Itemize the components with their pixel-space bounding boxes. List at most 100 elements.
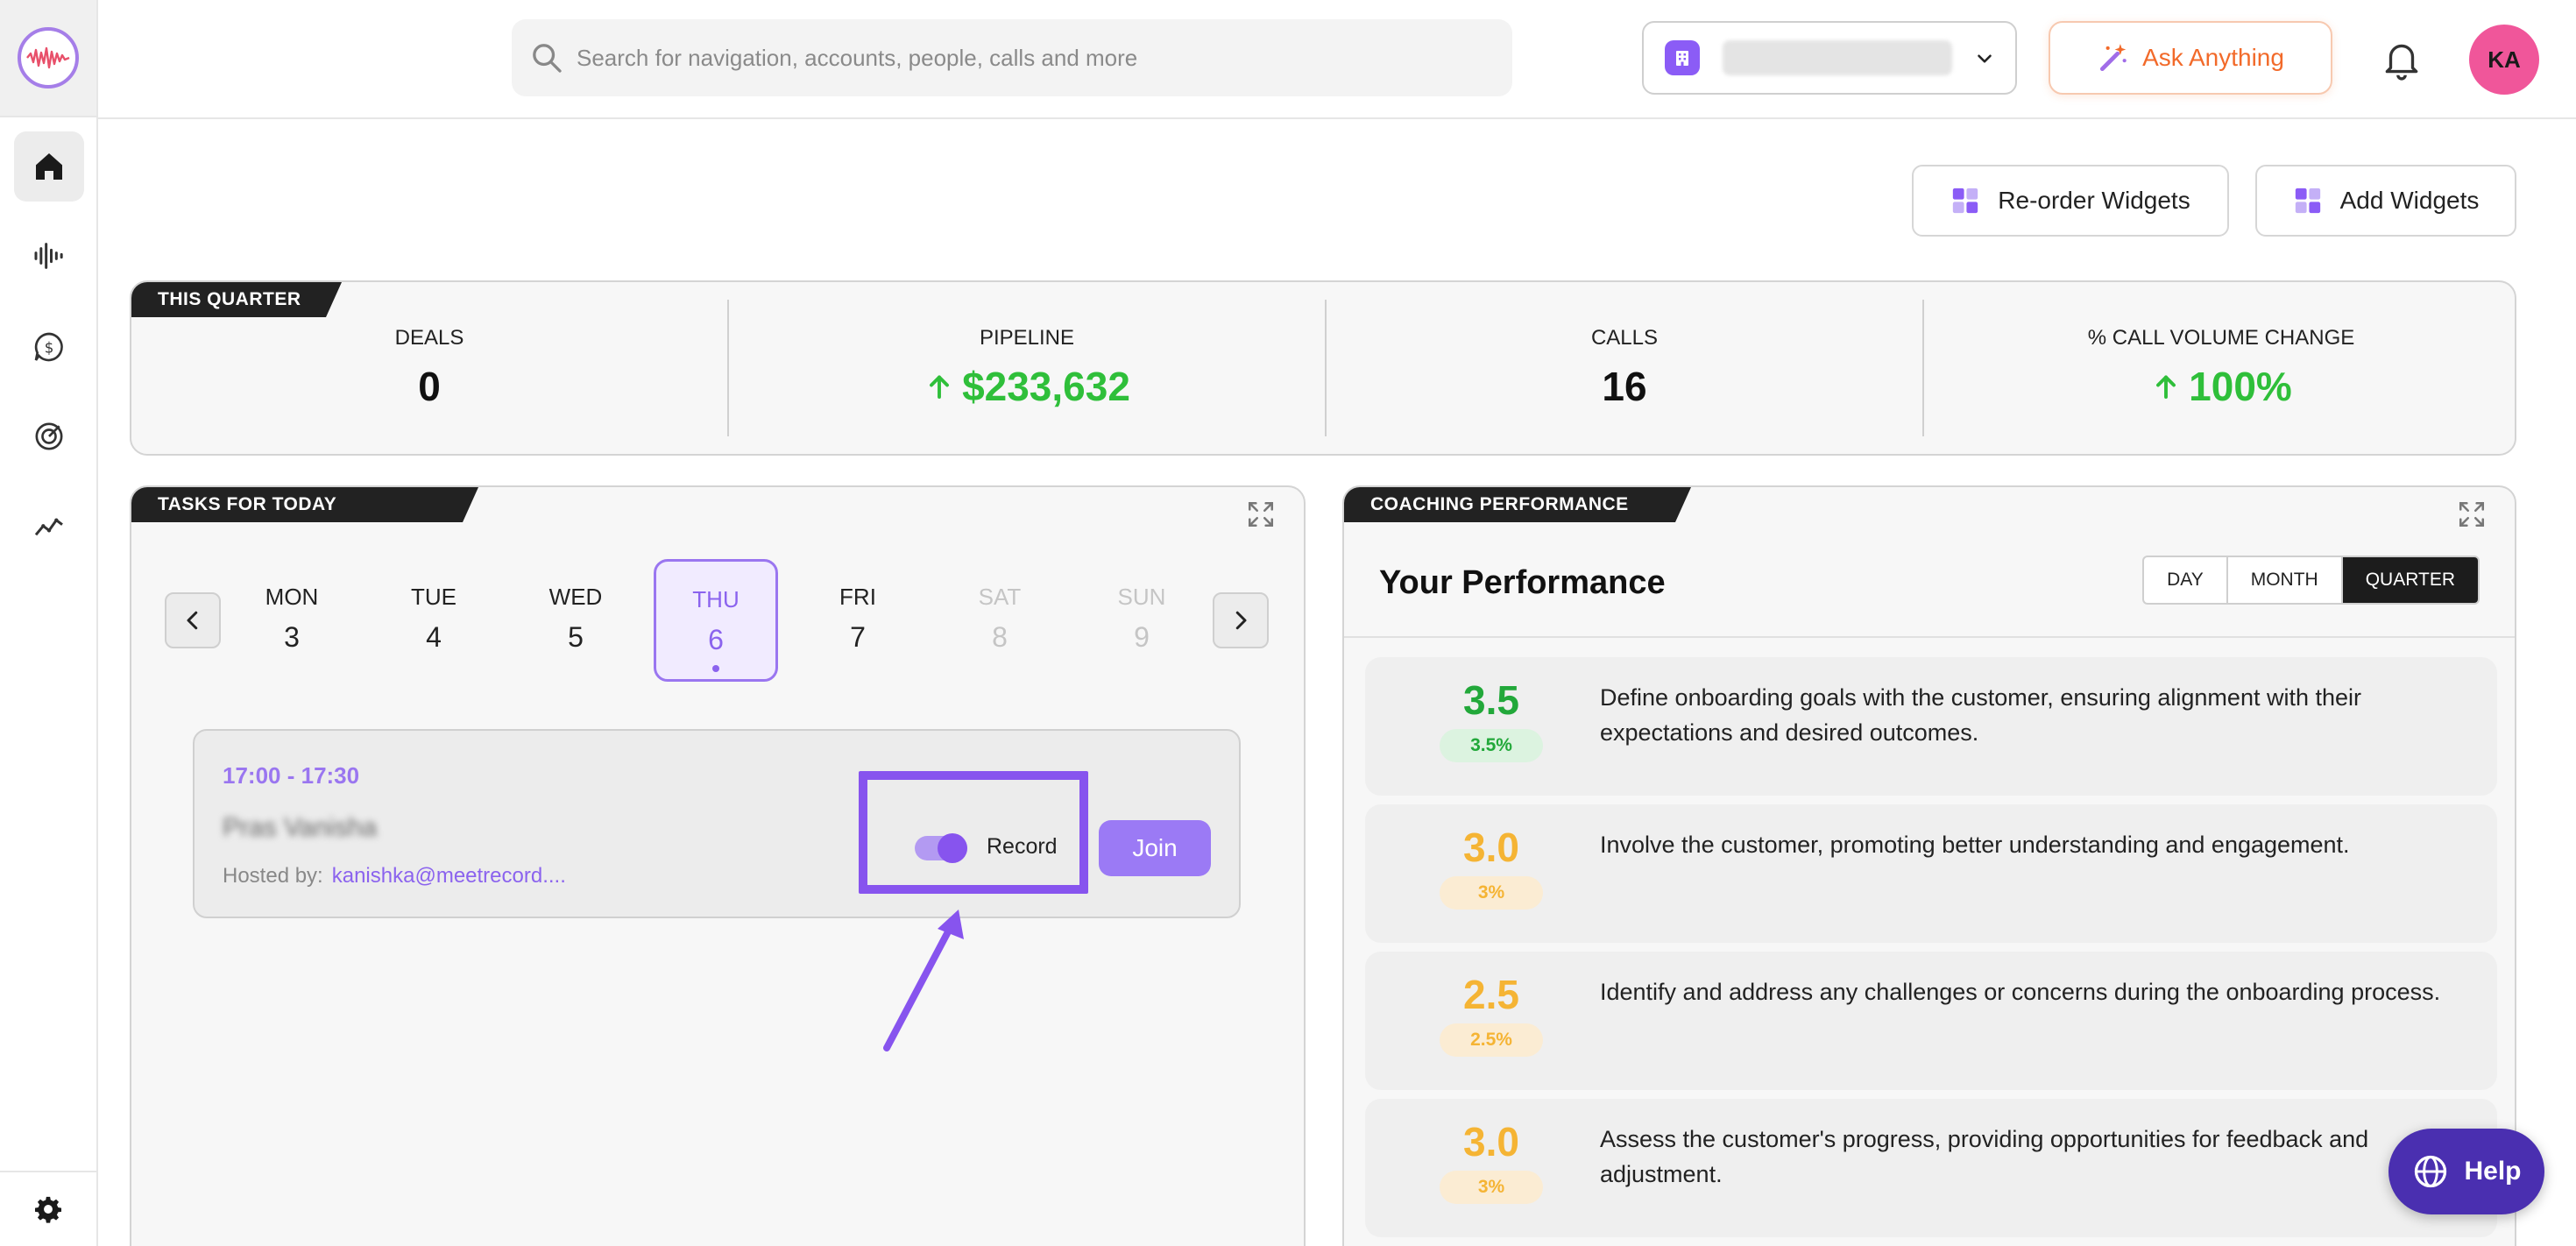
search-icon xyxy=(533,44,562,73)
magic-wand-icon xyxy=(2100,44,2127,72)
waveform-icon xyxy=(34,243,63,269)
period-day[interactable]: DAY xyxy=(2144,557,2228,603)
sidebar-item-analytics[interactable] xyxy=(14,492,84,563)
divider xyxy=(1344,636,2515,638)
stat-pipeline: PIPELINE $233,632 xyxy=(729,282,1325,454)
performance-text: Assess the customer's progress, providin… xyxy=(1600,1126,2369,1187)
meeting-host: Hosted by: kanishka@meetrecord.... xyxy=(223,864,566,888)
record-highlight-box xyxy=(859,771,1088,894)
sidebar-item-home[interactable] xyxy=(14,131,84,202)
sidebar-item-calls[interactable] xyxy=(14,221,84,291)
calendar-day-fri[interactable]: FRI 7 xyxy=(839,584,876,653)
reorder-widgets-label: Re-order Widgets xyxy=(1998,187,2190,214)
search-input[interactable] xyxy=(577,44,1512,72)
ask-anything-label: Ask Anything xyxy=(2142,44,2284,71)
chevron-down-icon xyxy=(1978,54,1992,63)
score-percent: 3.5% xyxy=(1440,729,1543,762)
calendar-day-sun[interactable]: SUN 9 xyxy=(1117,584,1166,653)
add-widgets-button[interactable]: Add Widgets xyxy=(2255,165,2516,237)
global-search[interactable] xyxy=(512,19,1512,96)
period-quarter[interactable]: QUARTER xyxy=(2342,557,2478,603)
notification-bell-icon[interactable] xyxy=(2380,37,2424,81)
meeting-title-redacted: Pras Vanisha xyxy=(223,813,378,842)
this-quarter-tag: THIS QUARTER xyxy=(131,282,342,317)
globe-icon xyxy=(2415,1155,2447,1188)
divider xyxy=(1922,300,1924,436)
calendar-next-button[interactable] xyxy=(1213,592,1269,648)
organization-selector[interactable] xyxy=(1642,21,2017,95)
tasks-tag: TASKS FOR TODAY xyxy=(131,487,478,522)
has-events-dot xyxy=(712,665,719,672)
logo-icon xyxy=(18,27,79,88)
dollar-chat-icon: $ xyxy=(34,332,63,362)
trend-icon xyxy=(34,518,63,536)
building-icon xyxy=(1665,40,1700,75)
expand-icon[interactable] xyxy=(1246,499,1276,529)
this-quarter-panel: THIS QUARTER DEALS 0 PIPELINE $233,632 C… xyxy=(130,280,2516,456)
chevron-left-icon xyxy=(187,611,198,630)
performance-title: Your Performance xyxy=(1379,564,1666,601)
calendar-day-thu[interactable]: THU 6 xyxy=(654,559,778,682)
pointer-arrow xyxy=(883,910,964,1051)
score-block: 3.5 3.5% xyxy=(1439,676,1544,762)
stat-calls: CALLS 16 xyxy=(1327,282,1922,454)
calendar-day-sat[interactable]: SAT 8 xyxy=(978,584,1022,653)
target-icon xyxy=(35,422,63,450)
logo-area[interactable] xyxy=(0,0,96,117)
divider xyxy=(727,300,729,436)
stat-label: CALLS xyxy=(1590,326,1659,350)
score-block: 3.0 3% xyxy=(1439,1118,1544,1204)
stat-deals: DEALS 0 xyxy=(131,282,727,454)
organization-name-redacted xyxy=(1723,40,1952,75)
performance-text: Involve the customer, promoting better u… xyxy=(1600,832,2350,858)
help-label: Help xyxy=(2464,1157,2522,1186)
expand-icon[interactable] xyxy=(2457,499,2487,529)
sidebar-item-deals[interactable]: $ xyxy=(14,312,84,382)
reorder-widgets-button[interactable]: Re-order Widgets xyxy=(1912,165,2229,237)
score-percent: 3% xyxy=(1440,876,1543,910)
record-toggle[interactable] xyxy=(915,833,967,863)
help-button[interactable]: Help xyxy=(2388,1129,2544,1214)
ask-anything-button[interactable]: Ask Anything xyxy=(2049,21,2332,95)
stat-value: 0 xyxy=(418,364,441,409)
calendar-day-wed[interactable]: WED 5 xyxy=(548,584,603,653)
calendar-prev-button[interactable] xyxy=(165,592,221,648)
arrow-up-icon xyxy=(930,375,950,399)
performance-row: 3.0 3% Assess the customer's progress, p… xyxy=(1365,1099,2497,1237)
sidebar-item-settings[interactable] xyxy=(0,1171,96,1246)
arrow-up-icon xyxy=(2156,375,2176,399)
score-value: 3.0 xyxy=(1463,825,1519,870)
period-month[interactable]: MONTH xyxy=(2228,557,2343,603)
score-value: 2.5 xyxy=(1463,972,1519,1017)
score-percent: 3% xyxy=(1440,1171,1543,1204)
sidebar: $ xyxy=(0,0,98,1246)
record-label: Record xyxy=(987,834,1058,859)
sidebar-item-coaching[interactable] xyxy=(14,401,84,471)
score-value: 3.0 xyxy=(1463,1119,1519,1165)
home-icon xyxy=(36,153,62,180)
calendar-day-mon[interactable]: MON 3 xyxy=(265,584,319,653)
stat-value: 16 xyxy=(1602,364,1647,409)
performance-text: Define onboarding goals with the custome… xyxy=(1600,684,2361,746)
add-widgets-label: Add Widgets xyxy=(2339,187,2480,214)
top-header: Ask Anything KA xyxy=(98,0,2576,119)
coaching-panel: COACHING PERFORMANCE Your Performance DA… xyxy=(1342,485,2516,1246)
chevron-right-icon xyxy=(1235,611,1247,630)
stat-value: $233,632 xyxy=(729,363,1325,410)
score-value: 3.5 xyxy=(1463,677,1519,723)
user-avatar[interactable]: KA xyxy=(2469,25,2539,95)
stat-label: DEALS xyxy=(394,326,464,350)
divider xyxy=(1325,300,1327,436)
performance-row: 3.5 3.5% Define onboarding goals with th… xyxy=(1365,657,2497,796)
stat-label: % CALL VOLUME CHANGE xyxy=(2087,326,2355,350)
performance-row: 2.5 2.5% Identify and address any challe… xyxy=(1365,952,2497,1090)
calendar-day-tue[interactable]: TUE 4 xyxy=(411,584,456,653)
host-email[interactable]: kanishka@meetrecord.... xyxy=(331,864,566,888)
widgets-grid-icon xyxy=(1953,188,1978,214)
performance-text: Identify and address any challenges or c… xyxy=(1600,979,2441,1005)
period-selector: DAY MONTH QUARTER xyxy=(2142,556,2480,605)
score-block: 2.5 2.5% xyxy=(1439,971,1544,1057)
stat-value: 100% xyxy=(1924,363,2515,410)
join-button[interactable]: Join xyxy=(1099,820,1211,876)
performance-row: 3.0 3% Involve the customer, promoting b… xyxy=(1365,804,2497,943)
